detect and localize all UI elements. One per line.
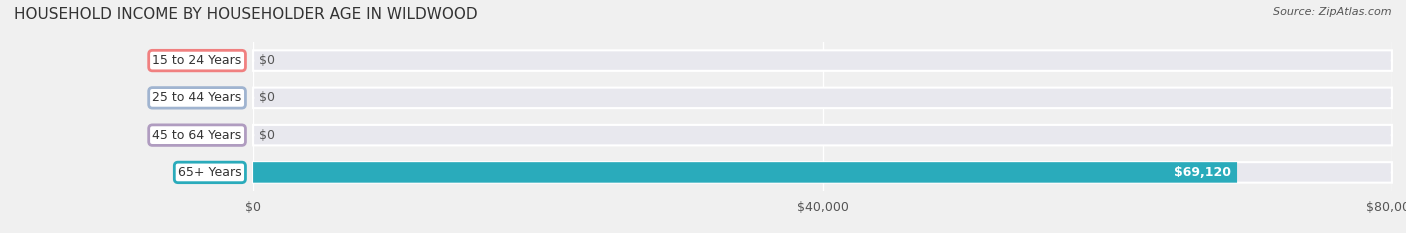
Text: Source: ZipAtlas.com: Source: ZipAtlas.com <box>1274 7 1392 17</box>
FancyBboxPatch shape <box>253 50 1392 71</box>
FancyBboxPatch shape <box>253 162 1237 183</box>
Text: HOUSEHOLD INCOME BY HOUSEHOLDER AGE IN WILDWOOD: HOUSEHOLD INCOME BY HOUSEHOLDER AGE IN W… <box>14 7 478 22</box>
FancyBboxPatch shape <box>253 162 1392 183</box>
Text: 45 to 64 Years: 45 to 64 Years <box>152 129 242 142</box>
Text: $0: $0 <box>259 129 274 142</box>
Text: $69,120: $69,120 <box>1174 166 1232 179</box>
Text: 15 to 24 Years: 15 to 24 Years <box>152 54 242 67</box>
Text: 25 to 44 Years: 25 to 44 Years <box>152 91 242 104</box>
Text: $0: $0 <box>259 91 274 104</box>
FancyBboxPatch shape <box>253 88 1392 108</box>
FancyBboxPatch shape <box>253 125 1392 145</box>
Text: $0: $0 <box>259 54 274 67</box>
Text: 65+ Years: 65+ Years <box>179 166 242 179</box>
